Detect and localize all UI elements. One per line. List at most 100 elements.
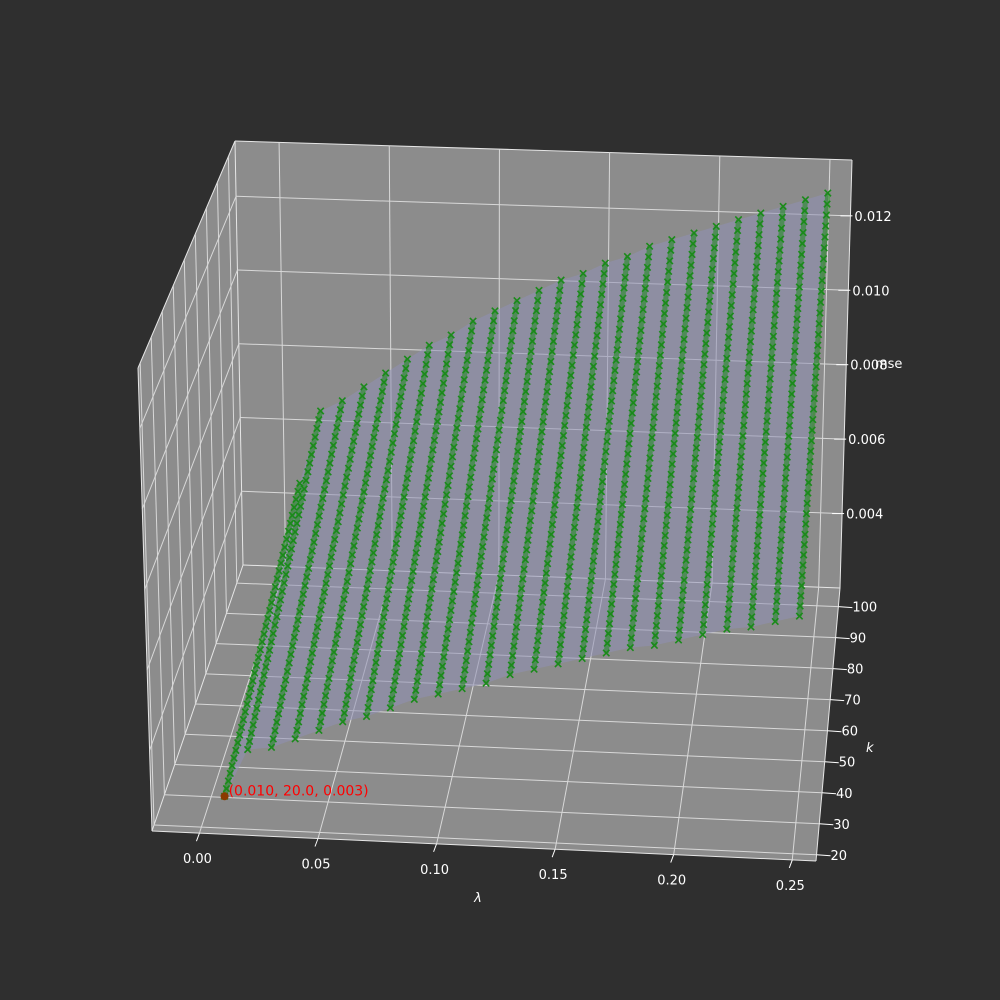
x-marker [553, 481, 562, 490]
x-marker [376, 631, 385, 640]
x-marker [288, 642, 297, 650]
x-marker [525, 526, 533, 535]
x-marker [714, 458, 722, 467]
x-marker [340, 709, 349, 717]
y-tick-label: 60 [841, 725, 858, 740]
x-marker [413, 539, 422, 548]
x-marker [657, 341, 666, 349]
x-marker [595, 311, 604, 319]
axis-ticks [195, 215, 853, 869]
x-marker [418, 511, 427, 520]
x-marker [579, 645, 588, 653]
x-marker [610, 580, 618, 589]
x-marker [343, 577, 352, 586]
x-marker [691, 454, 700, 462]
x-marker [803, 499, 811, 508]
x-marker [514, 447, 522, 456]
x-marker [472, 590, 480, 599]
x-marker [631, 594, 640, 603]
marker-column [243, 407, 325, 754]
x-marker [614, 335, 623, 344]
x-marker [537, 608, 546, 616]
x-marker [611, 366, 619, 375]
x-marker [506, 506, 514, 515]
x-marker [454, 414, 463, 423]
y-gridline [205, 208, 217, 644]
x-marker [600, 457, 609, 466]
x-marker [503, 366, 512, 375]
x-marker [543, 559, 552, 568]
x-marker [250, 669, 259, 677]
x-marker [558, 441, 567, 450]
x-marker [425, 603, 433, 612]
x-marker [598, 477, 607, 486]
x-marker [341, 586, 350, 595]
x-marker [478, 542, 487, 551]
x-marker [783, 453, 791, 461]
x-marker [806, 457, 814, 466]
x-marker [395, 649, 404, 658]
x-marker [726, 585, 734, 593]
x-marker [489, 465, 498, 474]
x-marker [377, 503, 386, 512]
x-marker [740, 411, 749, 419]
marker-column [698, 215, 743, 639]
x-marker [798, 571, 807, 580]
x-marker [460, 375, 468, 384]
x-marker [679, 586, 687, 594]
x-marker [535, 286, 543, 295]
x-marker [723, 354, 731, 363]
x-marker [796, 602, 804, 610]
x-marker [744, 369, 752, 377]
x-marker [351, 428, 360, 437]
x-marker [315, 726, 323, 735]
x-marker [498, 564, 506, 573]
mse-surface [224, 193, 828, 797]
x-marker [772, 300, 780, 308]
marker-column [386, 331, 455, 712]
x-marker [689, 239, 697, 248]
x-marker [584, 403, 593, 411]
x-marker [423, 351, 432, 359]
x-marker [533, 467, 541, 476]
x-marker [459, 521, 468, 530]
x-marker [478, 395, 486, 404]
x-marker [330, 648, 338, 656]
x-marker [447, 462, 455, 471]
x-marker [640, 514, 648, 523]
x-marker [262, 622, 270, 631]
x-marker [409, 567, 417, 576]
x-marker [792, 326, 801, 334]
x-marker [521, 555, 530, 564]
x-marker [530, 487, 539, 495]
x-marker [245, 692, 253, 701]
x-marker [683, 546, 691, 554]
x-marker [518, 417, 526, 426]
x-marker [682, 556, 690, 564]
x-marker [772, 597, 781, 606]
x-marker [308, 547, 316, 555]
x-marker [512, 623, 521, 631]
x-marker [364, 703, 372, 712]
x-marker [589, 557, 598, 565]
x-marker [361, 594, 370, 602]
x-marker [564, 391, 573, 400]
x-marker [435, 680, 444, 689]
axis-labels: 0.00 0.05 0.10 0.15 0.20 0.25 20 30 40 50 60 70 80 90… [183, 210, 892, 894]
x-marker [494, 593, 502, 602]
x-marker [473, 581, 481, 589]
x-marker [269, 629, 278, 638]
x-marker [706, 286, 715, 295]
x-marker [745, 348, 754, 356]
x-marker [642, 494, 650, 503]
x-marker [398, 502, 407, 511]
x-marker [606, 610, 615, 618]
x-marker [759, 469, 767, 478]
x-marker [781, 484, 789, 493]
x-marker [587, 383, 595, 391]
x-marker [637, 326, 645, 335]
x-marker [627, 419, 635, 428]
x-marker [608, 387, 617, 395]
x-marker [527, 347, 535, 356]
x-marker [465, 638, 473, 646]
